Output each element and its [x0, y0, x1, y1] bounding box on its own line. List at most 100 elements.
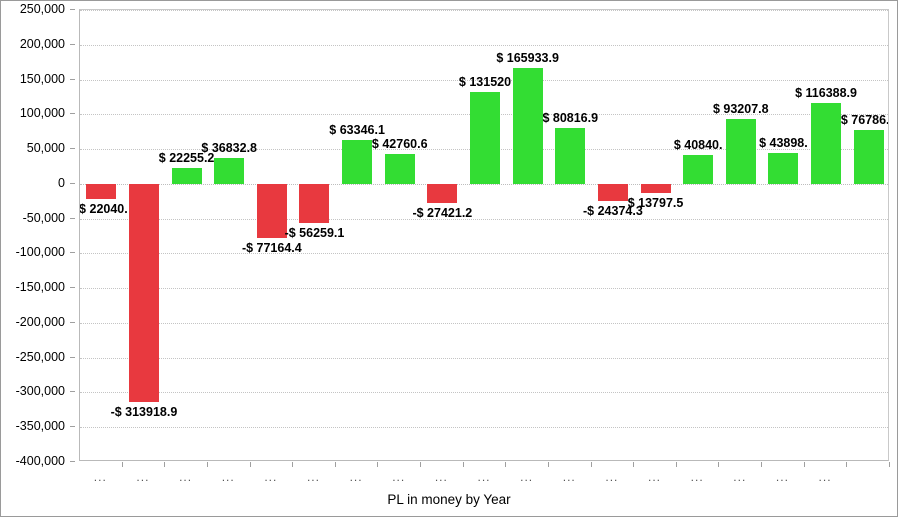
bar[interactable] — [171, 168, 202, 184]
gridline — [80, 288, 888, 290]
y-axis-tick-label: -400,000 — [15, 454, 65, 468]
x-axis-tick-mark — [462, 462, 464, 467]
y-axis-tick-label: -350,000 — [15, 419, 65, 434]
y-axis-tick-label: 50,000 — [26, 141, 65, 156]
y-axis-tick-mark — [70, 217, 75, 219]
x-axis-title: PL in money by Year — [387, 492, 511, 507]
bar-value-label: $ 80816.9 — [542, 110, 599, 125]
gridline — [80, 253, 888, 255]
y-axis-tick-mark — [70, 356, 75, 358]
y-axis-tick-mark — [70, 391, 75, 393]
y-axis-tick-label: -200,000 — [15, 314, 65, 329]
y-axis-tick-mark — [70, 461, 75, 462]
x-axis-tick-label: ... — [221, 470, 235, 484]
bar[interactable] — [512, 68, 543, 184]
bar[interactable] — [214, 158, 245, 184]
bar[interactable] — [853, 130, 884, 184]
x-axis-tick-mark — [505, 462, 507, 467]
x-axis-tick-label: ... — [733, 470, 747, 484]
x-axis-tick-label: ... — [605, 470, 619, 484]
x-axis-tick-label: ... — [434, 470, 448, 484]
x-axis-tick-mark — [675, 462, 677, 467]
y-axis-tick-label: 200,000 — [19, 36, 65, 51]
gridline — [80, 392, 888, 394]
bar[interactable] — [86, 183, 117, 200]
bar-value-label: $ 116388.9 — [795, 85, 857, 100]
y-axis-tick-label: -300,000 — [15, 384, 65, 399]
x-axis-tick-label: ... — [349, 470, 363, 484]
y-axis-tick-mark — [70, 287, 75, 289]
bar-value-label: $ 63346.1 — [329, 122, 385, 137]
bar[interactable] — [811, 102, 842, 184]
x-axis-tick-mark — [420, 462, 422, 467]
gridline — [80, 357, 888, 359]
y-axis: 250,000 200,000 150,000 100,000 50,000 0 -50,0… — [1, 1, 75, 520]
x-axis-tick-label: ... — [93, 470, 107, 484]
plot-area: -$ 22040. -$ 313918.9 $ 22255.2 $ 36832.8 -$… — [79, 9, 889, 461]
x-axis-tick-label: ... — [690, 470, 704, 484]
bar-value-label: $ 40840. — [673, 138, 723, 153]
x-axis-tick-label: ... — [136, 470, 150, 484]
bar[interactable] — [555, 127, 586, 184]
x-axis-tick-mark — [249, 462, 251, 467]
bar-value-label: -$ 56259.1 — [284, 225, 345, 240]
x-axis-tick-label: ... — [477, 470, 491, 484]
x-axis-tick-mark — [803, 462, 805, 467]
gridline — [80, 10, 888, 11]
y-axis-tick-label: 150,000 — [19, 71, 65, 86]
bar[interactable] — [342, 139, 373, 184]
bar[interactable] — [470, 92, 500, 184]
bar[interactable] — [640, 183, 671, 194]
bar[interactable] — [427, 183, 458, 203]
y-axis-tick-label: 100,000 — [19, 106, 65, 121]
x-axis-tick-label: ... — [392, 470, 406, 484]
x-axis: ........................................… — [79, 462, 890, 492]
y-axis-tick-label: -250,000 — [15, 349, 65, 364]
y-axis-tick-mark — [70, 78, 75, 80]
x-axis-tick-mark — [590, 462, 592, 467]
x-axis-tick-mark — [206, 462, 208, 467]
bar-value-label: $ 13797.5 — [627, 196, 684, 211]
x-axis-tick-mark — [334, 462, 336, 467]
y-axis-tick-label: -150,000 — [15, 280, 65, 295]
x-axis-tick-label: ... — [179, 470, 193, 484]
gridline — [80, 427, 888, 429]
y-axis-tick-label: -50,000 — [22, 210, 65, 225]
x-axis-tick-mark — [718, 462, 720, 467]
x-axis-tick-mark — [633, 462, 635, 467]
bar[interactable] — [256, 183, 287, 238]
gridline — [80, 322, 888, 324]
y-axis-tick-label: 250,000 — [19, 2, 65, 16]
bar[interactable] — [683, 155, 714, 184]
y-axis-tick-label: -100,000 — [15, 245, 65, 260]
bar[interactable] — [768, 153, 799, 184]
x-axis-tick-label: ... — [562, 470, 576, 484]
bar-value-label: -$ 22040. — [79, 202, 128, 217]
gridline — [80, 183, 888, 185]
gridline — [80, 79, 888, 81]
x-axis-tick-mark — [846, 462, 848, 467]
bar[interactable] — [299, 183, 330, 223]
x-axis-tick-label: ... — [264, 470, 278, 484]
gridline — [80, 44, 888, 46]
x-axis-tick-label: ... — [648, 470, 662, 484]
y-axis-tick-mark — [70, 148, 75, 150]
bar[interactable] — [725, 119, 756, 184]
bar-value-label: $ 76786.4 — [840, 113, 888, 128]
bar[interactable] — [597, 183, 628, 201]
y-axis-tick-mark — [70, 321, 75, 323]
y-axis-tick-mark — [70, 43, 75, 45]
y-axis-tick-label: 0 — [58, 175, 65, 190]
x-axis-tick-mark — [292, 462, 294, 467]
x-axis-tick-label: ... — [306, 470, 320, 484]
x-axis-tick-mark — [121, 462, 123, 467]
y-axis-tick-mark — [70, 426, 75, 428]
y-axis-tick-mark — [70, 182, 75, 184]
x-axis-tick-label: ... — [818, 470, 832, 484]
y-axis-tick-mark — [70, 113, 75, 115]
bar-value-label: -$ 24374.3 — [583, 203, 643, 218]
bar[interactable] — [384, 154, 415, 184]
x-axis-tick-mark — [889, 462, 890, 467]
bar[interactable] — [128, 183, 159, 403]
